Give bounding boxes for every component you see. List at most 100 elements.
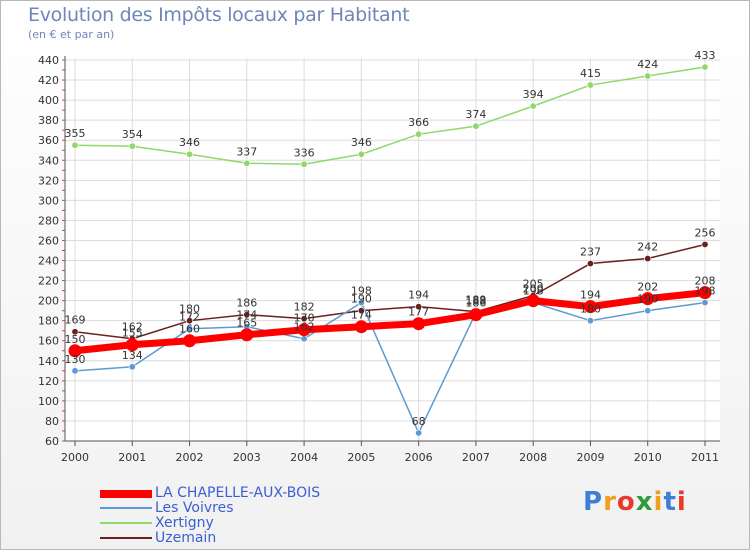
legend-swatch [100, 507, 152, 509]
data-label: 424 [637, 58, 658, 71]
data-label: 237 [580, 246, 601, 259]
y-tick-label: 160 [38, 335, 59, 348]
y-tick-label: 260 [38, 234, 59, 247]
data-label: 190 [351, 293, 372, 306]
data-label: 208 [695, 275, 716, 288]
data-label: 177 [408, 306, 429, 319]
data-labels: 355 354 346 337 336 346 366 374 394 415 424 433 169 1… [65, 49, 716, 428]
y-tick-label: 200 [38, 295, 59, 308]
data-point [586, 81, 594, 89]
x-tick-label: 2000 [61, 451, 89, 464]
chart-title: Evolution des Impôts locaux par Habitant [28, 4, 410, 26]
x-axis-tick-labels: 2000 2001 2002 2003 2004 2005 2006 2007 2008 2009… [61, 451, 719, 464]
y-tick-label: 300 [38, 194, 59, 207]
data-point [71, 141, 79, 149]
data-point [243, 159, 251, 167]
data-label: 346 [179, 136, 200, 149]
data-label: 162 [122, 321, 143, 334]
data-label: 170 [294, 312, 315, 325]
data-label: 202 [637, 281, 658, 294]
data-point [357, 150, 365, 158]
data-point [128, 363, 136, 371]
data-point [586, 317, 594, 325]
data-point [415, 429, 423, 437]
data-label: 198 [695, 285, 716, 298]
y-tick-label: 280 [38, 214, 59, 227]
legend-label: LA CHAPELLE-AUX-BOIS [155, 485, 321, 501]
y-tick-label: 140 [38, 355, 59, 368]
data-point [357, 307, 365, 315]
data-label: 165 [236, 317, 257, 330]
y-tick-label: 400 [38, 94, 59, 107]
legend-swatch [100, 490, 152, 498]
data-label: 169 [65, 314, 86, 327]
data-label: 205 [523, 278, 544, 291]
series-lines [71, 66, 709, 434]
data-label: 374 [465, 108, 486, 121]
data-point [125, 338, 139, 352]
data-point [641, 292, 655, 306]
data-point [300, 315, 308, 323]
data-points [68, 63, 712, 437]
logo-letter: t [663, 487, 677, 517]
data-label: 186 [236, 297, 257, 310]
data-label: 433 [695, 49, 716, 62]
logo-letter: r [603, 487, 617, 517]
grid-lines [65, 58, 720, 442]
legend-label: Les Voivres [155, 500, 234, 516]
data-label: 194 [408, 289, 429, 302]
data-point [472, 122, 480, 130]
data-point [186, 325, 194, 333]
data-point [300, 335, 308, 343]
y-tick-label: 100 [38, 395, 59, 408]
y-axis-tick-labels: 60 80 100 120 140 160 180 200 220 240 260 280 300 320… [38, 54, 59, 448]
x-tick-label: 2005 [347, 451, 375, 464]
data-point [68, 344, 82, 358]
data-point [186, 317, 194, 325]
data-label: 366 [408, 116, 429, 129]
data-label: 198 [351, 285, 372, 298]
data-label: 242 [637, 241, 658, 254]
logo-letter: i [676, 487, 687, 517]
legend-label: Xertigny [155, 515, 214, 531]
y-tick-label: 440 [38, 54, 59, 67]
logo-letter: i [653, 487, 664, 517]
data-point [644, 255, 652, 263]
series-line-les-voivres [74, 301, 706, 434]
x-tick-label: 2007 [462, 451, 490, 464]
data-label: 337 [236, 145, 257, 158]
data-point [701, 240, 709, 248]
data-point [183, 334, 197, 348]
x-tick-label: 2006 [405, 451, 433, 464]
data-point [701, 299, 709, 307]
y-tick-label: 120 [38, 375, 59, 388]
data-label: 354 [122, 128, 143, 141]
y-tick-label: 80 [45, 415, 59, 428]
legend-label: Uzemain [155, 530, 217, 546]
data-label: 336 [294, 146, 315, 159]
data-label: 68 [412, 415, 426, 428]
data-label: 162 [294, 321, 315, 334]
x-tick-label: 2001 [118, 451, 146, 464]
y-tick-label: 240 [38, 255, 59, 268]
data-point [529, 102, 537, 110]
logo-letter: P [583, 487, 604, 517]
data-point [412, 317, 426, 331]
data-label: 186 [465, 297, 486, 310]
data-point [644, 72, 652, 80]
data-label: 130 [65, 353, 86, 366]
axes [62, 56, 720, 446]
data-point [644, 307, 652, 315]
logo-letter: x [635, 487, 654, 517]
data-point [526, 294, 540, 308]
y-tick-label: 180 [38, 315, 59, 328]
data-point [698, 286, 712, 300]
series-line-xertigny [74, 66, 706, 166]
data-label: 189 [465, 294, 486, 307]
y-tick-label: 340 [38, 154, 59, 167]
legend-swatch [100, 537, 152, 539]
data-label: 394 [523, 88, 544, 101]
x-tick-label: 2009 [576, 451, 604, 464]
data-label: 200 [523, 283, 544, 296]
